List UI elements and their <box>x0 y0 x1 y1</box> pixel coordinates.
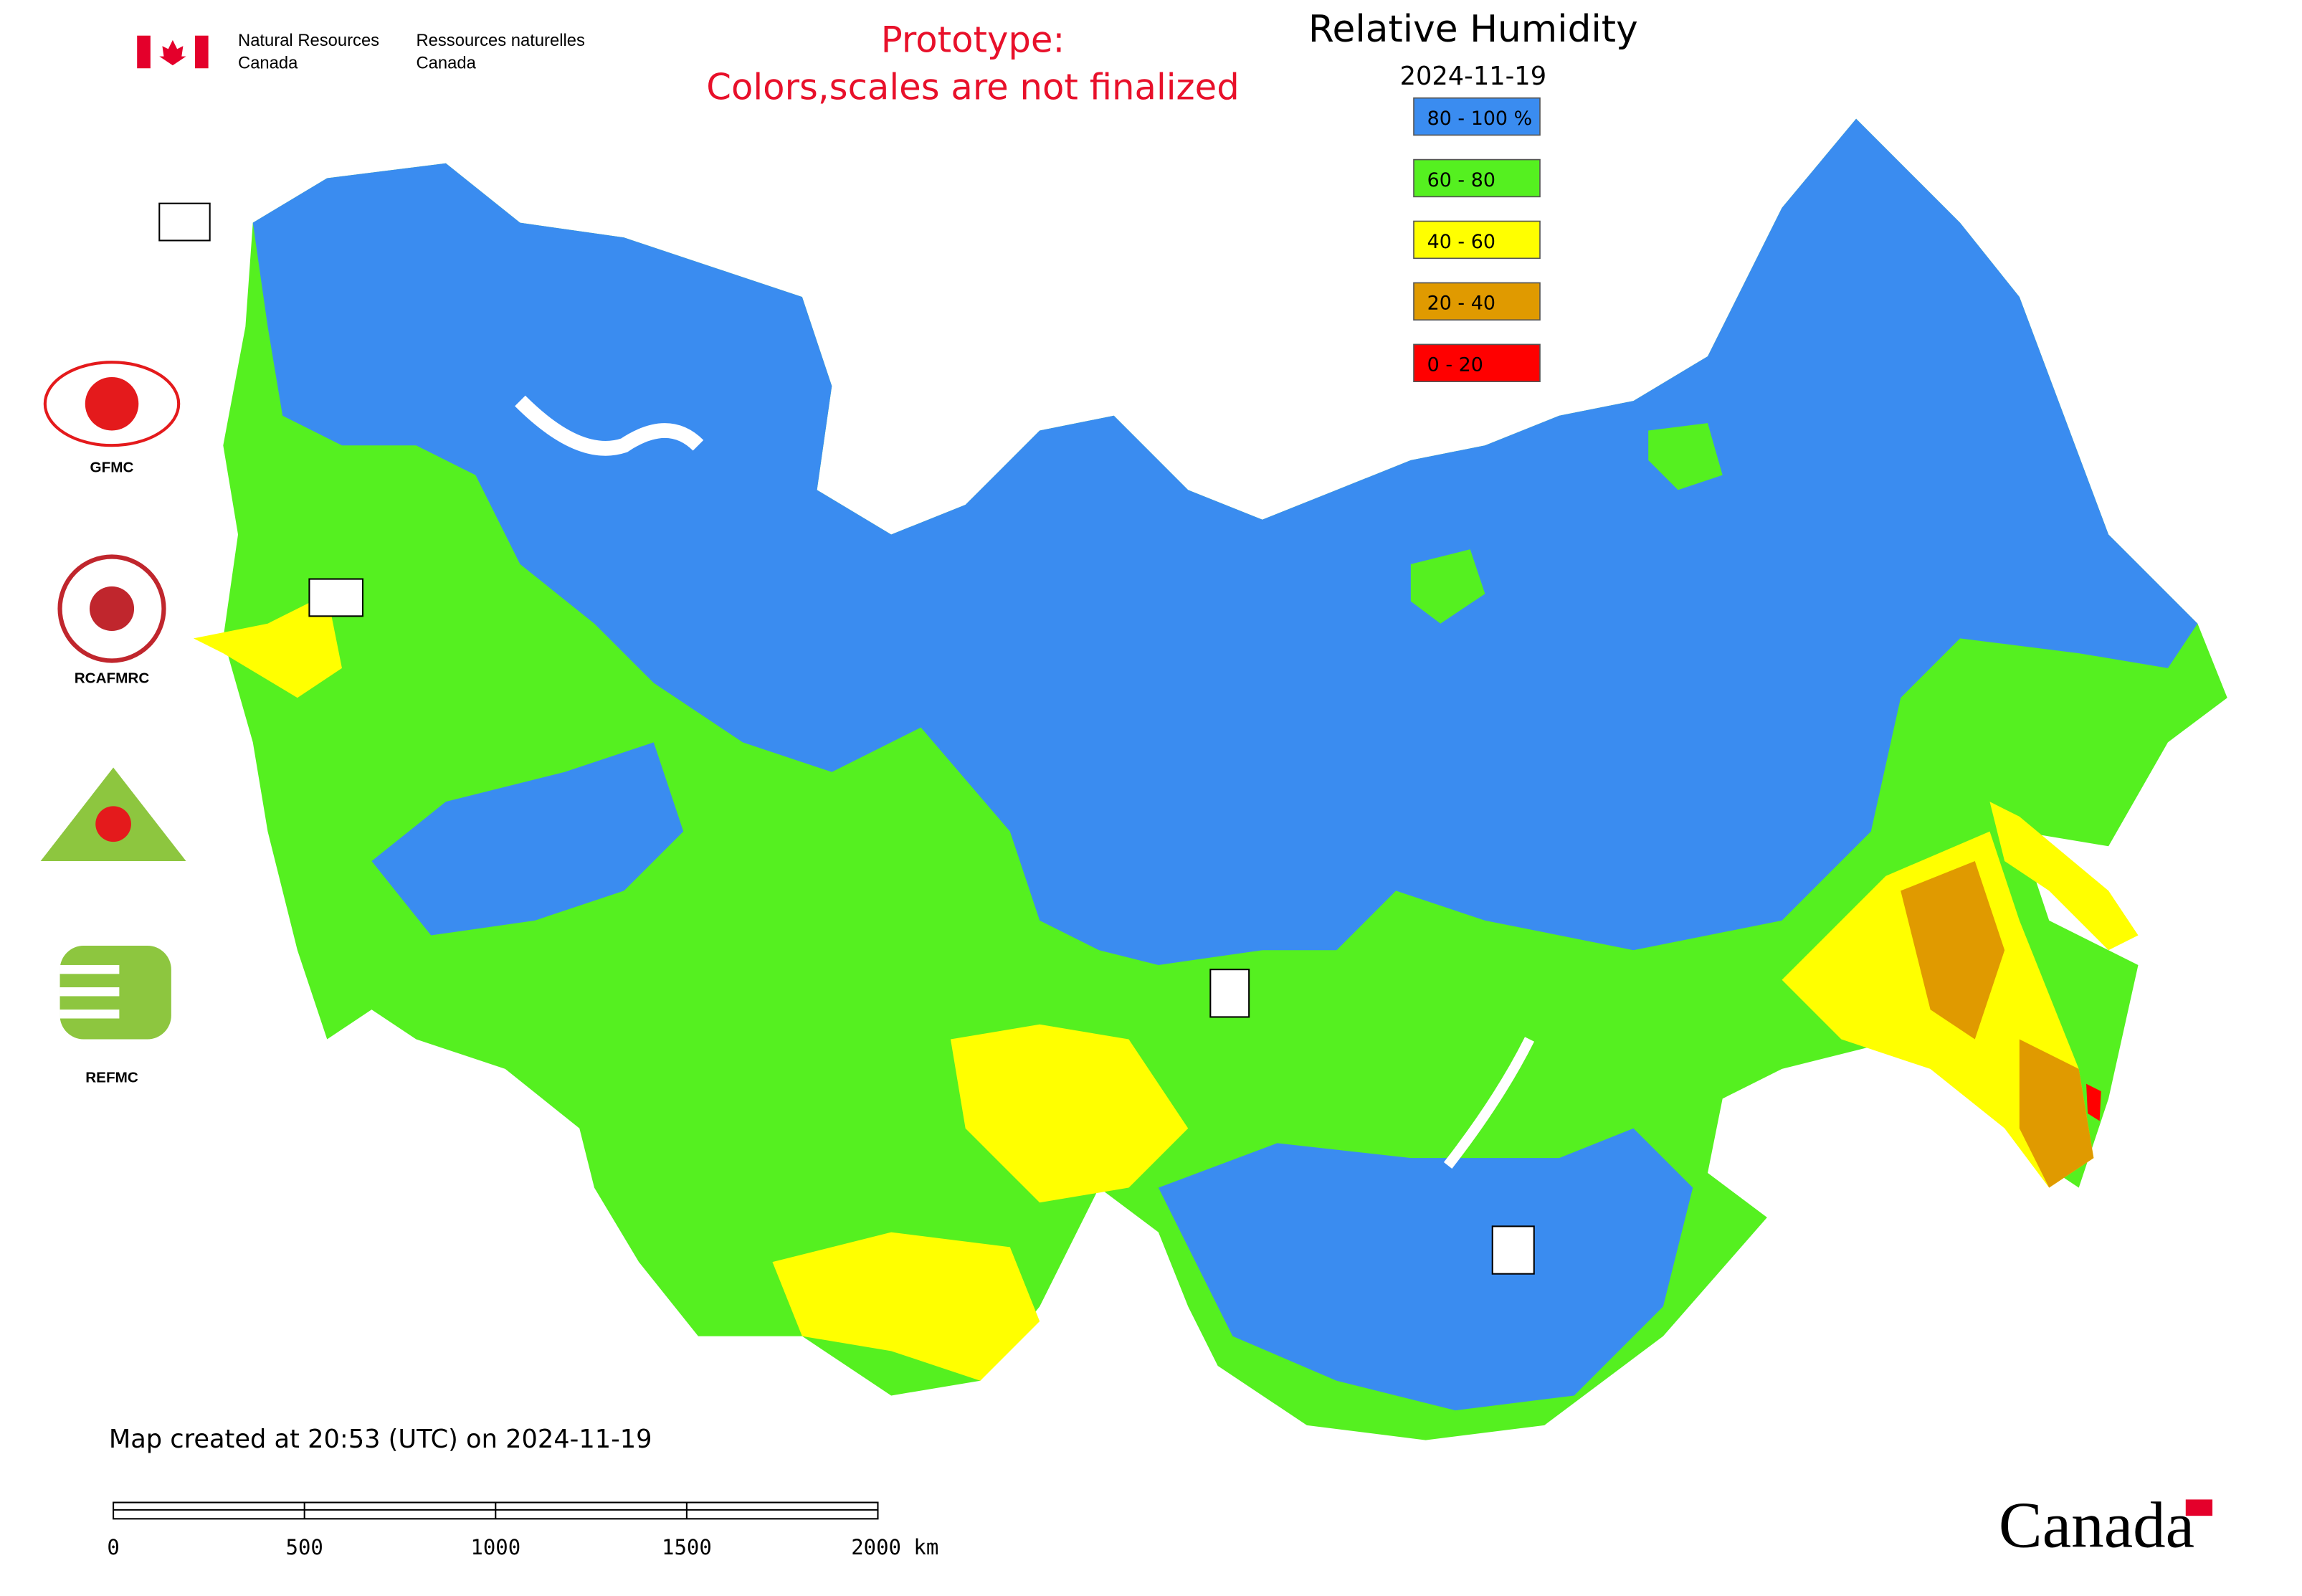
logo-label: RCAFMRC <box>75 670 150 687</box>
map-date: 2024-11-19 <box>1400 62 1547 91</box>
legend-label: 80 - 100 % <box>1427 108 1533 130</box>
region-40-60 <box>950 1024 1189 1203</box>
agency-fr: Canada <box>417 53 477 72</box>
legend-swatch <box>1413 97 1541 136</box>
region-20-40 <box>1901 861 2005 1040</box>
map-marker <box>1209 969 1250 1018</box>
legend-label: 20 - 40 <box>1427 293 1495 315</box>
region-80-100 <box>1158 1128 1693 1411</box>
legend: 80 - 100 % 60 - 80 40 - 60 20 - 40 0 - 20 <box>1413 97 1541 382</box>
scale-bar-label: 0 <box>107 1535 119 1559</box>
flag-bar <box>137 35 151 69</box>
logos: GFMC RCAFMRC REFMC <box>40 202 1535 1275</box>
region-60-80 <box>1648 423 1723 490</box>
prototype-note: Prototype: <box>881 19 1065 60</box>
region-80-100 <box>371 742 684 936</box>
wordmark-flag <box>2185 1499 2213 1516</box>
scale-bar: 0 500 1000 1500 2000 km <box>107 1501 938 1559</box>
footer-note: Map created at 20:53 (UTC) on 2024-11-19 <box>109 1425 652 1454</box>
rcafmrc-logo <box>89 586 135 632</box>
scale-bar-label: 1000 <box>470 1535 520 1559</box>
lake-baikal <box>1443 1037 1535 1169</box>
scale-bar-label: 2000 km <box>851 1535 938 1559</box>
region-40-60 <box>1989 802 2139 951</box>
legend-swatch <box>1413 220 1541 260</box>
map-marker <box>1491 1225 1535 1275</box>
map-marker <box>158 202 211 242</box>
gfmc-logo <box>43 361 181 447</box>
legend-swatch <box>1413 343 1541 382</box>
scale-bar-label: 500 <box>286 1535 323 1559</box>
region-40-60 <box>193 594 342 698</box>
refmc-logo <box>60 1010 120 1019</box>
legend-label: 0 - 20 <box>1427 354 1483 376</box>
region-40-60 <box>772 1232 1040 1381</box>
legend-label: 60 - 80 <box>1427 169 1495 191</box>
legend-label: 40 - 60 <box>1427 231 1495 253</box>
region-20-40 <box>2019 1039 2094 1188</box>
agency-en: Canada <box>238 53 298 72</box>
scale-bar-label: 1500 <box>662 1535 712 1559</box>
maple-leaf <box>159 39 186 66</box>
reefmc-logo <box>95 806 131 842</box>
refmc-logo <box>60 987 120 997</box>
region-0-20 <box>2086 1083 2101 1121</box>
map-title: Relative Humidity <box>1308 8 1638 51</box>
region-60-80 <box>1410 549 1485 624</box>
canada-wordmark: Canada <box>1999 1489 2194 1562</box>
map-marker <box>308 578 363 617</box>
white-sea <box>515 395 704 456</box>
prototype-note: Colors,scales are not finalized <box>706 67 1239 108</box>
logo-label: GFMC <box>90 459 134 475</box>
legend-swatch <box>1413 158 1541 198</box>
flag-bar <box>194 35 209 69</box>
refmc-logo <box>60 964 120 974</box>
nrcan-signature: Natural Resources Canada Ressources natu… <box>137 31 585 72</box>
logo-label: REFMC <box>85 1070 138 1086</box>
gfmc-logo <box>85 376 139 431</box>
agency-fr: Ressources naturelles <box>417 31 586 50</box>
map-regions <box>193 118 2227 1440</box>
region-80-100 <box>252 118 2198 965</box>
agency-en: Natural Resources <box>238 31 379 50</box>
legend-swatch <box>1413 282 1541 321</box>
